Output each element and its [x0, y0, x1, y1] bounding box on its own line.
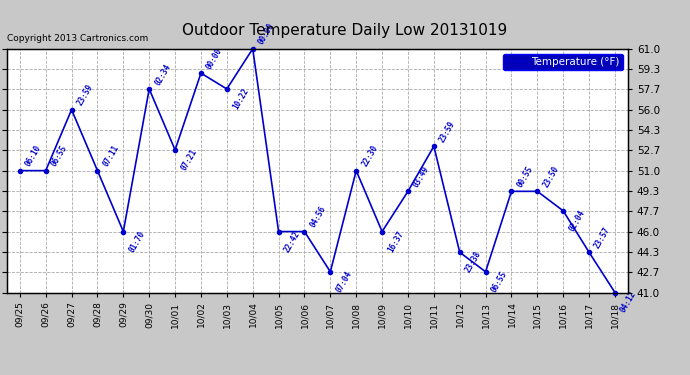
Text: 07:11: 07:11 [101, 144, 121, 168]
Text: 10:22: 10:22 [230, 86, 250, 111]
Text: 22:42: 22:42 [282, 229, 302, 254]
Text: 04:12: 04:12 [619, 290, 638, 314]
Text: 02:34: 02:34 [153, 62, 172, 87]
Text: 00:55: 00:55 [515, 164, 535, 189]
Text: 00:00: 00:00 [257, 22, 276, 46]
Text: Outdoor Temperature Daily Low 20131019: Outdoor Temperature Daily Low 20131019 [182, 22, 508, 38]
Legend: Temperature (°F): Temperature (°F) [503, 54, 622, 70]
Text: 07:21: 07:21 [179, 147, 198, 172]
Text: 02:04: 02:04 [567, 208, 586, 233]
Text: 23:59: 23:59 [437, 119, 457, 144]
Text: 23:50: 23:50 [541, 164, 560, 189]
Text: 06:10: 06:10 [23, 144, 43, 168]
Text: 01:70: 01:70 [127, 229, 146, 254]
Text: 23:59: 23:59 [75, 83, 95, 107]
Text: 23:38: 23:38 [464, 250, 483, 274]
Text: 00:00: 00:00 [205, 46, 224, 71]
Text: 23:57: 23:57 [593, 225, 612, 250]
Text: 03:49: 03:49 [412, 164, 431, 189]
Text: 04:56: 04:56 [308, 205, 328, 229]
Text: 06:55: 06:55 [489, 269, 509, 294]
Text: 22:30: 22:30 [360, 144, 380, 168]
Text: 16:37: 16:37 [386, 229, 405, 254]
Text: Copyright 2013 Cartronics.com: Copyright 2013 Cartronics.com [7, 34, 148, 43]
Text: 06:55: 06:55 [50, 144, 69, 168]
Text: 07:04: 07:04 [334, 269, 353, 294]
